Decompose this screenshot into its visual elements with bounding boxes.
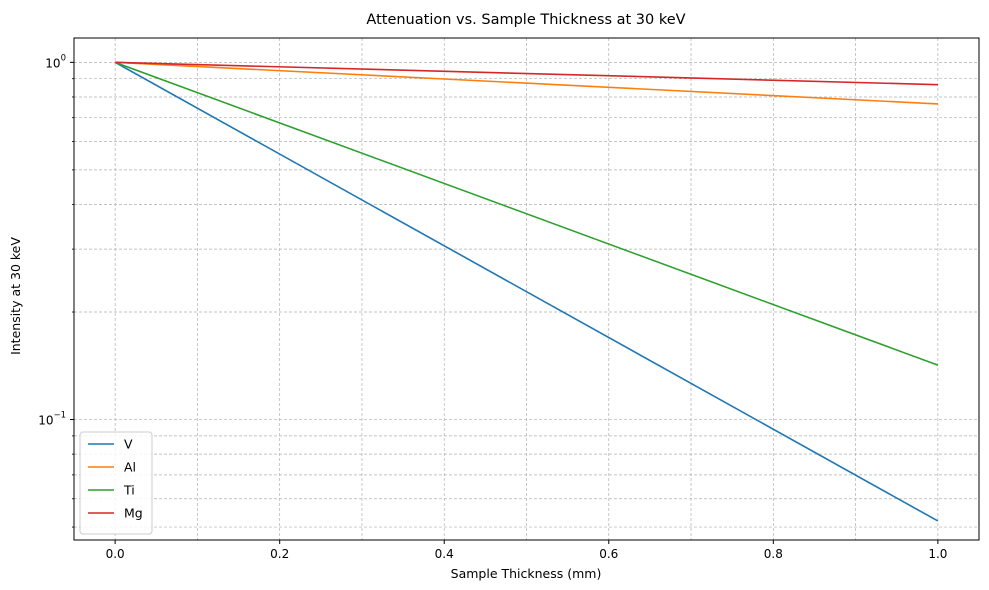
series-line-v bbox=[114, 61, 939, 522]
legend-label-v: V bbox=[124, 437, 133, 452]
legend-label-mg: Mg bbox=[124, 506, 143, 521]
x-tick-label: 0.4 bbox=[435, 547, 454, 561]
legend-label-al: Al bbox=[124, 460, 136, 475]
legend-label-ti: Ti bbox=[123, 483, 135, 498]
chart-title: Attenuation vs. Sample Thickness at 30 k… bbox=[366, 12, 685, 28]
x-tick-label: 0.8 bbox=[764, 547, 783, 561]
x-tick-label: 0.6 bbox=[599, 547, 618, 561]
grid bbox=[74, 38, 979, 540]
x-tick-label: 0.2 bbox=[270, 547, 289, 561]
x-tick-label: 1.0 bbox=[928, 547, 947, 561]
plot-frame bbox=[73, 37, 980, 541]
axis-ticks: 0.0 0.2 0.4 0.6 0.8 1.0 100 10−1 bbox=[38, 53, 947, 561]
legend-box bbox=[79, 431, 153, 535]
series-line-al bbox=[115, 61, 938, 105]
series-lines bbox=[114, 61, 939, 522]
series-line-ti bbox=[114, 61, 939, 366]
y-tick-label: 10−1 bbox=[38, 411, 66, 428]
series-line-mg bbox=[115, 61, 938, 86]
x-axis-label: Sample Thickness (mm) bbox=[451, 566, 602, 581]
y-axis-label: Intensity at 30 keV bbox=[8, 237, 23, 355]
legend: V Al Ti Mg bbox=[79, 431, 153, 535]
y-tick-label: 100 bbox=[45, 53, 66, 70]
x-tick-label: 0.0 bbox=[106, 547, 125, 561]
